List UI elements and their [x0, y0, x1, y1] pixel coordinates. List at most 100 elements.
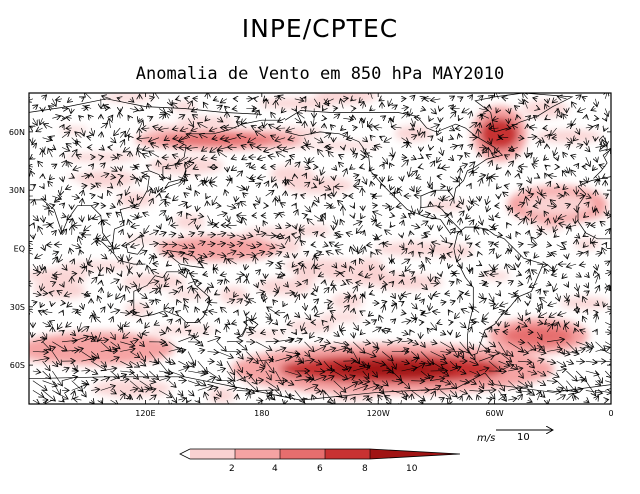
- wind-vector: [469, 95, 472, 99]
- wind-vector: [313, 98, 320, 108]
- wind-vector: [30, 157, 33, 159]
- wind-vector: [280, 203, 285, 206]
- wind-vector: [257, 177, 266, 179]
- wind-vector: [251, 167, 257, 168]
- wind-vector: [232, 109, 236, 110]
- anomaly-patch: [534, 129, 603, 144]
- wind-vector: [459, 176, 460, 187]
- wind-vector: [469, 144, 472, 147]
- wind-vector: [62, 125, 64, 129]
- wind-vector: [390, 206, 392, 211]
- wind-vector: [325, 99, 334, 103]
- anomaly-patch: [58, 261, 140, 270]
- wind-vector: [184, 98, 188, 99]
- wind-vector: [518, 184, 522, 186]
- wind-vector: [309, 156, 315, 163]
- wind-vector: [129, 177, 136, 179]
- anomaly-patch: [521, 100, 569, 118]
- wind-vector: [488, 148, 489, 158]
- wind-vector: [460, 195, 463, 204]
- wind-vector: [211, 157, 218, 158]
- wind-vector: [130, 99, 134, 102]
- wind-vector: [440, 138, 442, 142]
- wind-vector: [283, 147, 295, 150]
- wind-vector: [178, 177, 187, 181]
- wind-vector: [489, 177, 490, 187]
- wind-vector: [565, 192, 567, 196]
- wind-vector: [81, 215, 82, 222]
- wind-vector: [271, 112, 276, 119]
- wind-vector: [193, 167, 198, 169]
- wind-vector: [103, 105, 111, 108]
- wind-vector: [313, 118, 314, 126]
- wind-vector: [286, 128, 295, 131]
- wind-vector: [313, 202, 314, 206]
- wind-vector: [137, 150, 139, 158]
- anomaly-patch: [168, 290, 212, 299]
- wind-vector: [576, 95, 581, 99]
- wind-vector: [205, 118, 208, 121]
- wind-vector: [591, 109, 596, 111]
- wind-vector: [195, 191, 198, 196]
- wind-vector: [173, 138, 179, 139]
- wind-vector: [527, 194, 534, 196]
- wind-vector: [381, 184, 382, 187]
- wind-vector: [537, 109, 540, 110]
- wind-vector: [236, 195, 237, 202]
- wind-vector: [524, 100, 528, 109]
- wind-vector: [478, 129, 479, 138]
- wind-vector: [253, 204, 256, 206]
- lon-label: 60W: [486, 409, 504, 418]
- wind-vector: [189, 156, 198, 162]
- wind-vector: [465, 153, 470, 158]
- wind-vector: [203, 102, 207, 109]
- wind-vector: [563, 152, 567, 157]
- wind-vector: [52, 205, 55, 206]
- coastline: [29, 98, 262, 161]
- wind-vector: [469, 162, 475, 167]
- wind-vector: [268, 156, 276, 157]
- wind-vector: [382, 164, 384, 167]
- wind-vector: [173, 196, 179, 201]
- wind-vector: [566, 144, 570, 147]
- wind-vector: [372, 205, 377, 206]
- anomaly-patch: [255, 228, 334, 236]
- wind-vector: [571, 155, 576, 157]
- wind-vector: [85, 106, 92, 108]
- wind-vector: [120, 140, 124, 148]
- wind-vector: [384, 138, 392, 142]
- wind-vector: [275, 100, 276, 109]
- lon-label: 120E: [135, 409, 155, 418]
- colorbar-label: 6: [317, 464, 323, 474]
- wind-vector: [178, 212, 182, 216]
- wind-vector: [602, 177, 605, 179]
- wind-vector: [586, 147, 590, 151]
- wind-vector: [241, 145, 246, 147]
- wind-vector: [66, 117, 72, 118]
- wind-vector: [363, 102, 364, 109]
- wind-vector: [117, 154, 120, 157]
- wind-vector: [480, 114, 489, 118]
- wind-vector: [158, 177, 165, 179]
- wind-vector: [142, 128, 150, 129]
- wind-vector: [418, 167, 421, 168]
- wind-vector: [253, 109, 256, 112]
- wind-vector: [375, 145, 383, 147]
- wind-vector: [527, 137, 537, 138]
- wind-vector: [382, 116, 386, 119]
- wind-vector: [563, 186, 567, 189]
- wind-vector: [414, 117, 421, 118]
- anomaly-patch: [355, 257, 385, 276]
- wind-vector: [231, 157, 236, 159]
- wind-vector: [220, 99, 228, 103]
- wind-vector: [353, 127, 357, 128]
- wind-vector: [237, 203, 240, 206]
- wind-vector: [210, 167, 218, 168]
- wind-vector: [134, 206, 140, 208]
- wind-vector: [130, 195, 133, 204]
- wind-vector: [430, 125, 440, 129]
- wind-vector: [304, 205, 311, 212]
- lon-label: 120W: [367, 409, 390, 418]
- wind-vector: [369, 93, 372, 99]
- wind-vector: [519, 166, 528, 167]
